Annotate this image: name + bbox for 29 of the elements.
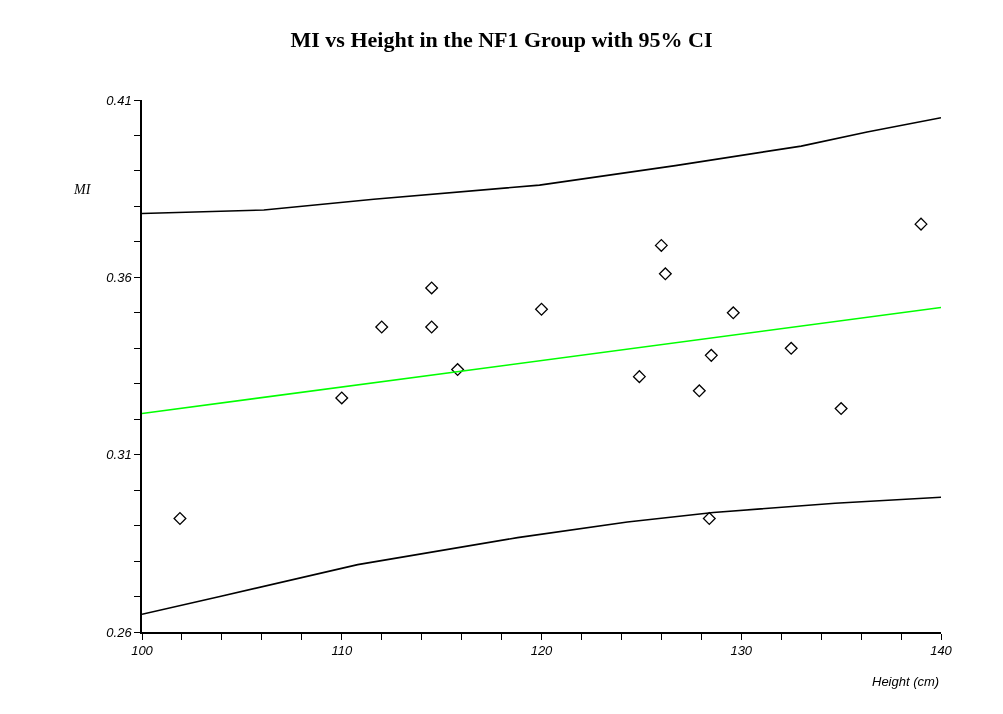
point [425, 320, 439, 334]
chart-title: MI vs Height in the NF1 Group with 95% CI [290, 26, 713, 52]
point [658, 267, 672, 281]
x-tick-label: 130 [730, 643, 753, 659]
y-tick-label: 0.41 [106, 92, 132, 108]
x-tick-label: 120 [530, 643, 554, 659]
point [702, 512, 716, 526]
point [914, 217, 928, 231]
x-axis-title: Height (cm) [872, 674, 940, 689]
point [335, 391, 349, 405]
point [632, 370, 646, 384]
point [535, 302, 548, 316]
y-tick-label: 0.36 [106, 269, 133, 285]
point [173, 512, 187, 526]
point [654, 238, 668, 252]
point [834, 402, 848, 416]
point [375, 320, 389, 334]
x-tick-label: 100 [131, 643, 154, 659]
x-tick-label: 140 [930, 643, 953, 659]
y-tick-label: 0.26 [106, 624, 133, 640]
y-tick-label: 0.31 [106, 447, 132, 463]
y-axis-title: MI [73, 182, 92, 197]
point [451, 363, 465, 377]
x-tick-label: 110 [331, 643, 353, 659]
point [425, 281, 439, 295]
point [726, 306, 740, 320]
point [784, 341, 798, 355]
point [692, 384, 706, 398]
point [704, 348, 718, 362]
